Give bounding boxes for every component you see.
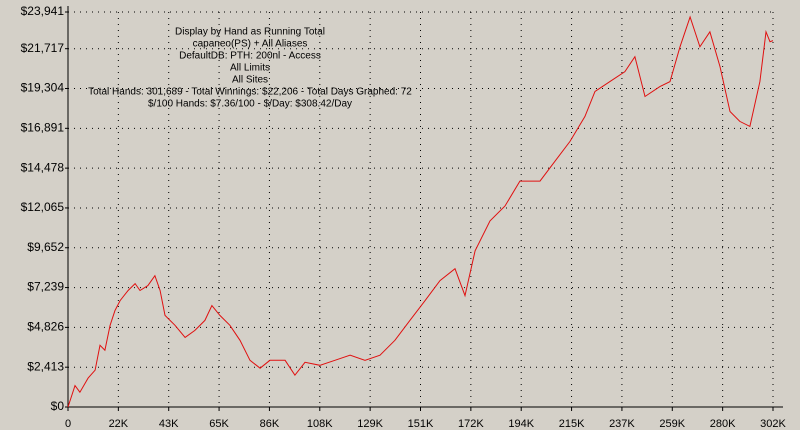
y-tick-label: $0 <box>51 399 65 413</box>
chart-title: Display by Hand as Running Total <box>175 27 325 38</box>
x-tick-label: 215K <box>559 418 585 430</box>
x-tick-label: 259K <box>659 418 685 430</box>
y-tick-label: $9,652 <box>27 240 64 254</box>
x-tick-label: 86K <box>260 418 280 430</box>
chart-subtitle: DefaultDB: PTH: 200nl - Access <box>179 51 321 62</box>
y-tick-label: $2,413 <box>27 359 64 373</box>
x-tick-label: 65K <box>209 418 229 430</box>
y-tick-label: $12,065 <box>21 200 65 214</box>
x-tick-label: 172K <box>458 418 484 430</box>
x-tick-label: 43K <box>159 418 179 430</box>
x-tick-label: 151K <box>408 418 434 430</box>
y-tick-label: $16,891 <box>21 120 65 134</box>
y-tick-label: $4,826 <box>27 320 64 334</box>
chart-subtitle: All Sites <box>232 75 268 86</box>
x-tick-label: 22K <box>109 418 129 430</box>
x-tick-label: 0 <box>65 418 71 430</box>
data-line <box>67 15 774 408</box>
y-tick-label: $19,304 <box>21 81 65 95</box>
chart-subtitle: Total Hands: 301,689 - Total Winnings: $… <box>88 87 412 98</box>
y-tick-label: $23,941 <box>21 4 65 18</box>
x-tick-label: 302K <box>760 418 786 430</box>
chart-subtitle: $/100 Hands: $7.36/100 - $/Day: $308.42/… <box>148 99 352 110</box>
chart-subtitle: capaneo(PS) + All Aliases <box>193 39 308 50</box>
x-tick-label: 280K <box>710 418 736 430</box>
chart-subtitle: All Limits <box>230 63 270 74</box>
x-tick-label: 237K <box>609 418 635 430</box>
y-tick-label: $14,478 <box>21 160 65 174</box>
y-tick-label: $21,717 <box>21 41 65 55</box>
x-tick-label: 108K <box>307 418 333 430</box>
x-tick-label: 129K <box>357 418 383 430</box>
x-tick-label: 194K <box>508 418 534 430</box>
y-tick-label: $7,239 <box>27 280 64 294</box>
